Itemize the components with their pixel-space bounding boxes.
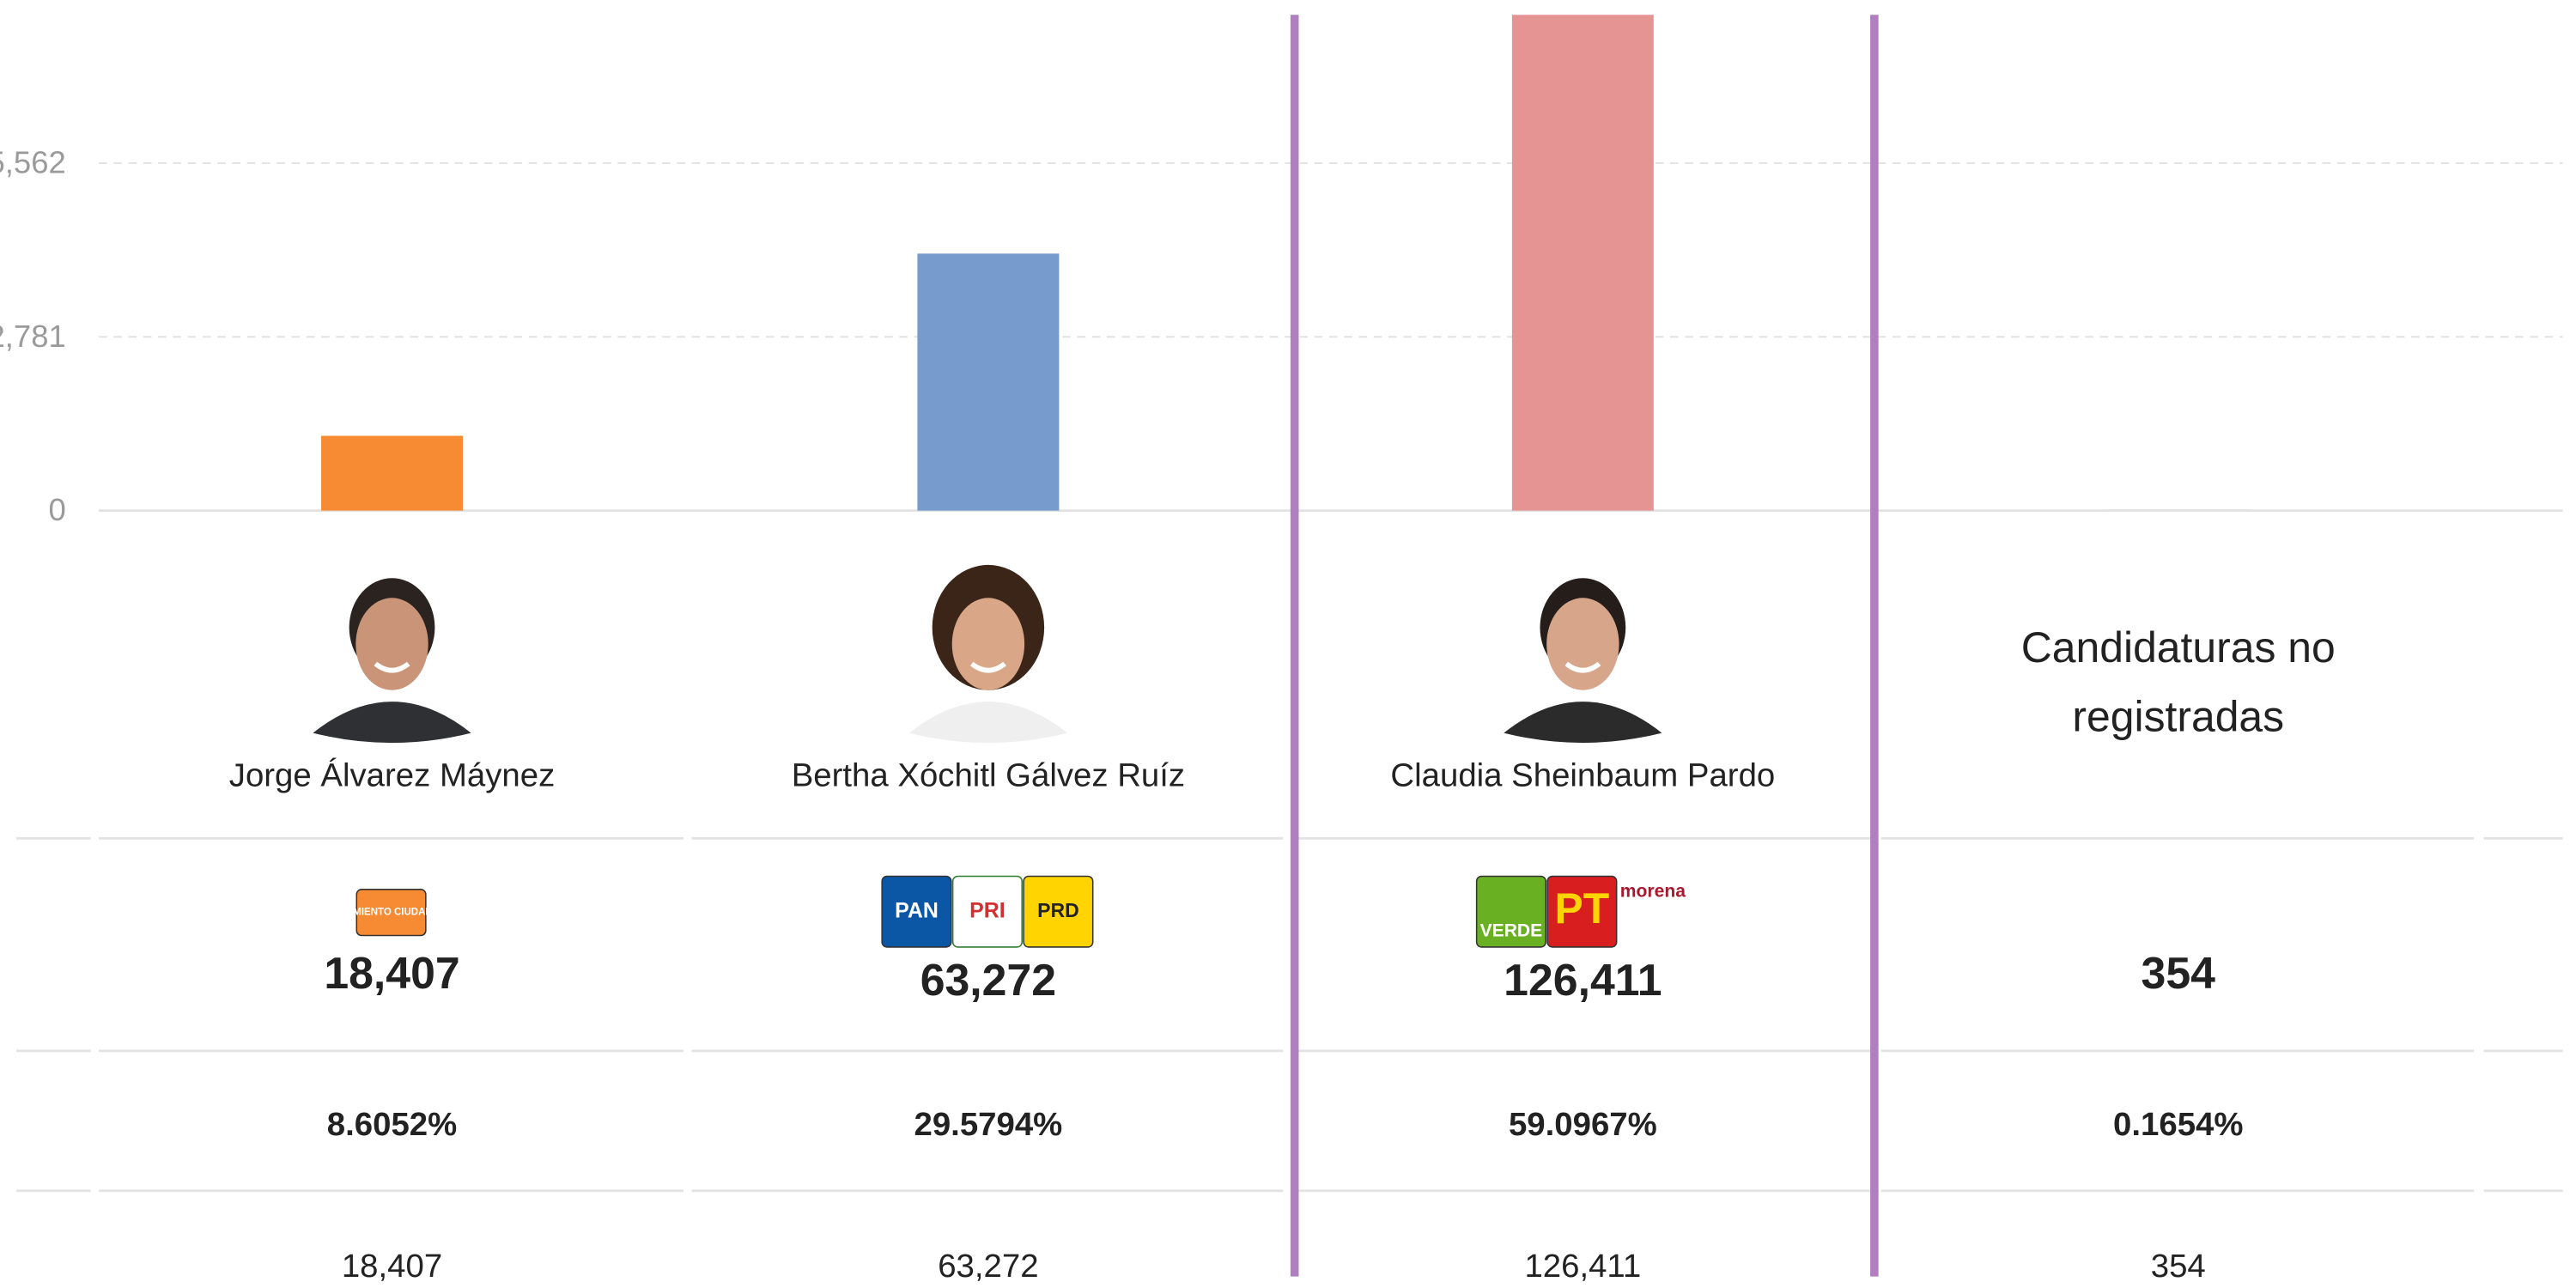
photo-face [355, 598, 428, 690]
party-logo [1023, 875, 1094, 948]
candidate-name: Jorge Álvarez Máynez [229, 757, 556, 794]
bar [321, 435, 464, 511]
vote-count-detail: 126,411 [1524, 1248, 1641, 1285]
candidate-name: Candidaturas no registradas [2020, 623, 2336, 742]
vote-count: 126,411 [1504, 955, 1662, 1005]
party-logo-text: MOVIMIENTO CIUDADANO [328, 908, 454, 918]
candidate-name: Claudia Sheinbaum Pardo [1390, 757, 1775, 794]
photo-smile [969, 661, 1006, 673]
vote-count: 354 [2142, 948, 2216, 998]
candidate-name-box: Candidaturas no registradas [2020, 623, 2336, 742]
photo-smile [1564, 661, 1601, 673]
photo-smile [374, 661, 410, 673]
photo-face [951, 598, 1025, 690]
vote-count-detail: 18,407 [342, 1248, 442, 1285]
party-logo-text: PT [1555, 884, 1610, 933]
vote-count-detail: 354 [2151, 1248, 2206, 1285]
y-tick-label: 0 [48, 492, 65, 527]
vote-percentage: 29.5794% [914, 1106, 1063, 1143]
vote-count-detail: 63,272 [938, 1248, 1038, 1285]
photo-face [1546, 598, 1619, 690]
bar [1511, 15, 1654, 511]
y-tick-label: 85,562 [0, 144, 66, 179]
candidate-photo [1493, 562, 1672, 744]
vote-percentage: 59.0967% [1509, 1106, 1657, 1143]
candidate-photo [899, 562, 1078, 744]
plot-area [321, 15, 2250, 511]
party-logo-text: VERDE [1480, 920, 1543, 940]
party-logo [881, 875, 952, 948]
candidate-photo [302, 562, 482, 744]
bar [2107, 508, 2250, 511]
y-tick-label: 42,781 [0, 319, 66, 354]
photo-body [313, 702, 471, 744]
party-logo-text: PAN [895, 898, 939, 922]
party-logo [355, 889, 427, 937]
photo-body [908, 702, 1067, 744]
party-logo [1546, 875, 1618, 948]
candidate-name: Bertha Xóchitl Gálvez Ruíz [792, 757, 1185, 794]
party-logo-text: PRI [969, 898, 1005, 922]
vote-count: 18,407 [324, 948, 459, 998]
vote-percentage: 0.1654% [2113, 1106, 2243, 1143]
vote-percentage: 8.6052% [327, 1106, 457, 1143]
vote-count: 63,272 [920, 955, 1056, 1005]
party-logo [951, 875, 1023, 948]
party-logo-text: PRD [1037, 899, 1079, 921]
party-logo [1475, 875, 1546, 948]
photo-body [1504, 702, 1662, 744]
bar [917, 253, 1060, 511]
party-logo-text: morena [1620, 881, 1686, 901]
